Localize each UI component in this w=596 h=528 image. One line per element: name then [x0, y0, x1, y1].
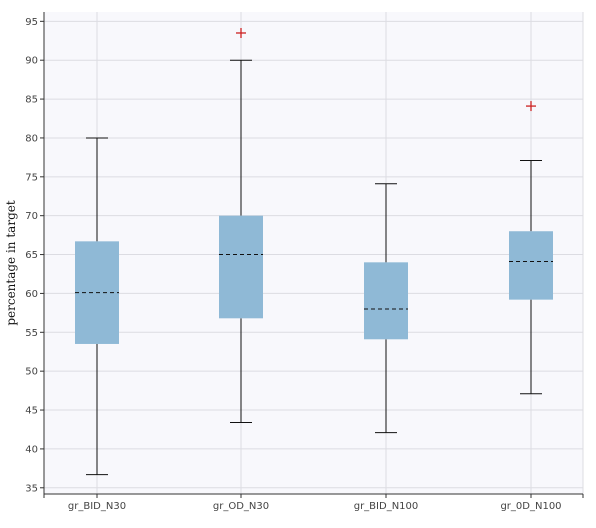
- x-tick-label: gr_BID_N100: [354, 501, 419, 512]
- y-tick-label: 70: [25, 211, 38, 222]
- y-axis-label: percentage in target: [4, 200, 18, 326]
- y-tick-label: 80: [25, 133, 38, 144]
- x-tick-label: gr_OD_N30: [213, 501, 269, 512]
- y-tick-label: 40: [25, 444, 38, 455]
- y-tick-label: 60: [25, 289, 38, 300]
- y-tick-label: 50: [25, 367, 38, 378]
- box-group: [364, 183, 408, 434]
- y-tick-label: 55: [25, 328, 38, 339]
- y-tick-label: 65: [25, 250, 38, 261]
- y-tick-label: 45: [25, 406, 38, 417]
- y-tick-label: 90: [25, 56, 38, 67]
- x-tick-label: gr_0D_N100: [500, 501, 561, 512]
- y-tick-label: 35: [25, 483, 38, 494]
- y-tick-label: 95: [25, 17, 38, 28]
- x-tick-label: gr_BID_N30: [68, 501, 126, 512]
- plot-area: [44, 12, 583, 494]
- iqr-box: [364, 262, 408, 340]
- axes: 35 40 45 50 55 60 65 70 75 80 85 90 95 gr_BID_N30 gr_O…: [25, 12, 584, 512]
- boxes-layer: [75, 27, 553, 476]
- box-group: [509, 101, 553, 395]
- outlier-marker: [526, 101, 536, 112]
- y-tick-label: 85: [25, 95, 38, 106]
- box-group: [75, 137, 119, 476]
- box-group: [219, 27, 263, 423]
- iqr-box: [509, 231, 553, 300]
- y-tick-label: 75: [25, 172, 38, 183]
- iqr-box: [219, 215, 263, 319]
- outlier-marker: [236, 27, 246, 38]
